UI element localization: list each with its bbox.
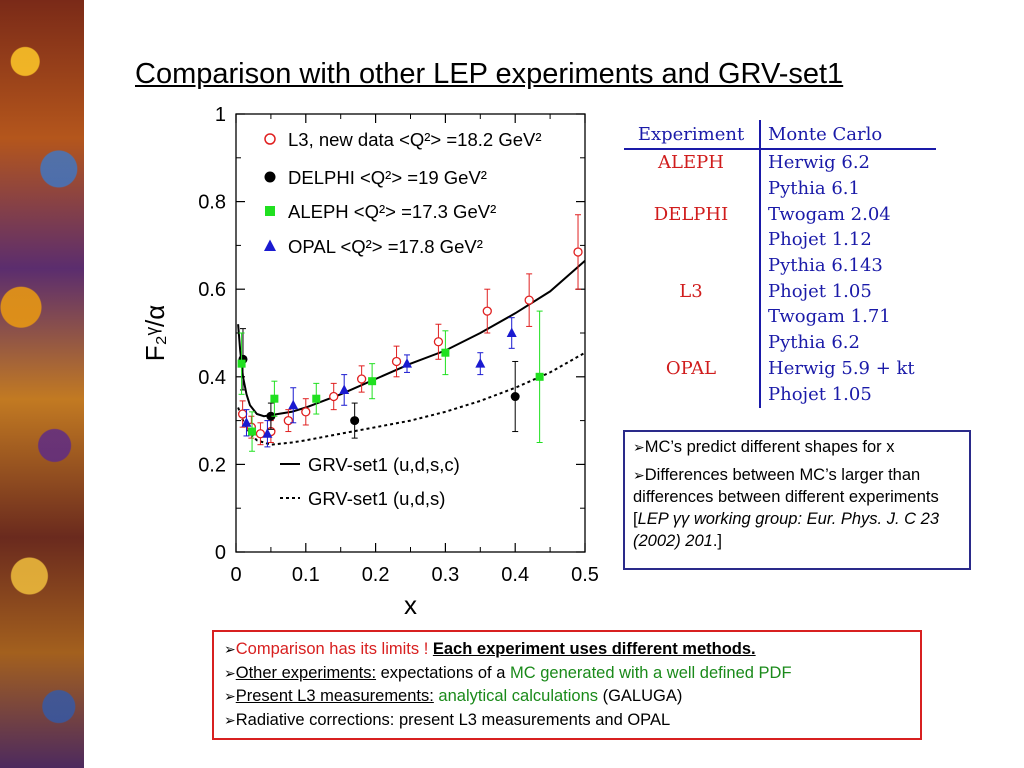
monte-carlo-cell: Herwig 5.9 + kt xyxy=(768,357,915,379)
legend-marker-delphi xyxy=(264,171,276,183)
legend-curve-label: GRV-set1 (u,d,s,c) xyxy=(308,454,460,475)
data-point-delphi xyxy=(266,411,276,421)
data-point-aleph xyxy=(368,377,377,386)
data-point-delphi xyxy=(350,416,360,426)
curve-udsc-solid xyxy=(237,259,586,418)
summary-box: ➢Comparison has its limits ! Each experi… xyxy=(212,630,922,740)
table-row: L3 Phojet 1.05 xyxy=(624,278,936,304)
x-tick-label: 0.2 xyxy=(362,564,390,586)
monte-carlo-cell: Pythia 6.2 xyxy=(768,332,860,354)
x-axis-label: x xyxy=(404,590,417,618)
y-tick-label: 0.2 xyxy=(198,454,226,476)
experiment-cell: ALEPH xyxy=(658,152,724,174)
x-tick-label: 0.5 xyxy=(571,564,599,586)
data-point-l3 xyxy=(524,295,534,305)
header-experiment: Experiment xyxy=(637,123,745,145)
data-point-l3 xyxy=(329,391,339,402)
data-point-opal xyxy=(241,417,252,427)
monte-carlo-cell: Herwig 6.2 xyxy=(768,152,870,174)
decorative-side-stripe xyxy=(0,0,84,768)
x-tick-label: 0.3 xyxy=(431,564,459,586)
table-row: Phojet 1.05 xyxy=(624,381,936,407)
experiment-cell: OPAL xyxy=(665,357,717,379)
data-point-l3 xyxy=(573,247,583,257)
legend-label: L3, new data <Q²> =18.2 GeV² xyxy=(288,129,542,150)
x-tick-label: 0 xyxy=(230,564,241,586)
summary-line-other: ➢Other experiments: expectations of a MC… xyxy=(224,663,792,682)
experiment-cell: DELPHI xyxy=(653,203,729,225)
data-point-aleph xyxy=(270,394,279,403)
y-tick-label: 0.8 xyxy=(198,192,226,214)
data-point-delphi xyxy=(510,392,520,402)
note-reference: LEP γγ working group: Eur. Phys. J. C 23… xyxy=(633,510,940,550)
summary-line-limits: ➢Comparison has its limits ! Each experi… xyxy=(224,640,756,658)
table-row: Twogam 1.71 xyxy=(624,304,936,330)
table-row: Phojet 1.12 xyxy=(624,227,936,253)
table-divider xyxy=(759,120,761,408)
slide-title: Comparison with other LEP experiments an… xyxy=(135,58,844,90)
data-point-l3 xyxy=(237,409,248,419)
table-row: Pythia 6.143 xyxy=(624,253,936,279)
data-point-opal xyxy=(475,358,486,368)
data-point-aleph xyxy=(535,372,544,381)
table-header: Experiment Monte Carlo xyxy=(624,120,936,150)
monte-carlo-cell: Phojet 1.05 xyxy=(768,280,872,302)
table-row: DELPHI Twogam 2.04 xyxy=(624,201,936,227)
f2-gamma-chart: 0 0.1 0.2 0.3 0.4 0.5 0 0.2 0.4 0.6 0.8 1 x F₂ᵞ/α L3, … xyxy=(140,104,599,618)
data-point-aleph xyxy=(312,394,321,403)
data-point-l3 xyxy=(255,429,266,439)
monte-carlo-cell: Twogam 1.71 xyxy=(768,306,891,328)
table-row: Pythia 6.2 xyxy=(624,330,936,356)
y-tick-label: 0 xyxy=(215,542,226,564)
summary-line-present: ➢Present L3 measurements: analytical cal… xyxy=(224,687,683,705)
monte-carlo-cell: Twogam 2.04 xyxy=(768,203,891,225)
data-point-opal xyxy=(402,358,413,368)
data-point-l3 xyxy=(283,415,294,426)
table-row: OPAL Herwig 5.9 + kt xyxy=(624,356,936,382)
legend-label: OPAL <Q²> =17.8 GeV² xyxy=(288,236,483,257)
header-monte-carlo: Monte Carlo xyxy=(768,123,883,145)
y-tick-label: 0.6 xyxy=(198,279,226,301)
legend-marker-aleph xyxy=(265,206,275,216)
monte-carlo-cell: Pythia 6.143 xyxy=(768,255,883,277)
data-point-opal xyxy=(506,327,517,337)
data-point-aleph xyxy=(248,427,257,436)
monte-carlo-cell: Phojet 1.12 xyxy=(768,229,872,251)
experiment-cell: L3 xyxy=(679,280,703,302)
legend-marker-opal xyxy=(264,239,276,251)
data-point-aleph xyxy=(441,348,450,357)
data-point-l3 xyxy=(301,407,311,417)
x-tick-label: 0.1 xyxy=(292,564,320,586)
data-point-opal xyxy=(288,399,299,410)
curve-udsc-dotted xyxy=(237,351,586,446)
y-tick-label: 0.4 xyxy=(198,367,226,389)
monte-carlo-table: Experiment Monte Carlo ALEPH Herwig 6.2 Py… xyxy=(624,120,936,407)
data-point-opal xyxy=(262,428,273,438)
monte-carlo-cell: Phojet 1.05 xyxy=(768,383,872,405)
x-tick-label: 0.4 xyxy=(501,564,529,586)
legend-label: ALEPH <Q²> =17.3 GeV² xyxy=(288,201,496,222)
legend-marker-l3 xyxy=(264,133,276,145)
table-row: ALEPH Herwig 6.2 xyxy=(624,150,936,176)
data-point-aleph xyxy=(237,359,246,368)
mc-notes-box: ➢MC’s predict different shapes for x ➢Di… xyxy=(623,430,971,570)
data-point-l3 xyxy=(433,337,444,347)
data-point-opal xyxy=(339,384,350,394)
monte-carlo-cell: Pythia 6.1 xyxy=(768,178,860,200)
note-differences: ➢Differences between MC’s larger than di… xyxy=(633,466,940,550)
summary-line-radiative: ➢Radiative corrections: present L3 measu… xyxy=(224,710,671,729)
legend-label: DELPHI <Q²> =19 GeV² xyxy=(288,167,487,188)
data-point-l3 xyxy=(356,374,367,384)
legend-curve-label: GRV-set1 (u,d,s) xyxy=(308,488,445,509)
note-shapes: ➢MC’s predict different shapes for x xyxy=(633,438,895,456)
data-point-l3 xyxy=(391,356,402,367)
table-row: Pythia 6.1 xyxy=(624,176,936,202)
y-tick-label: 1 xyxy=(215,104,226,126)
data-point-l3 xyxy=(482,306,492,316)
y-axis-label: F₂ᵞ/α xyxy=(140,305,170,362)
